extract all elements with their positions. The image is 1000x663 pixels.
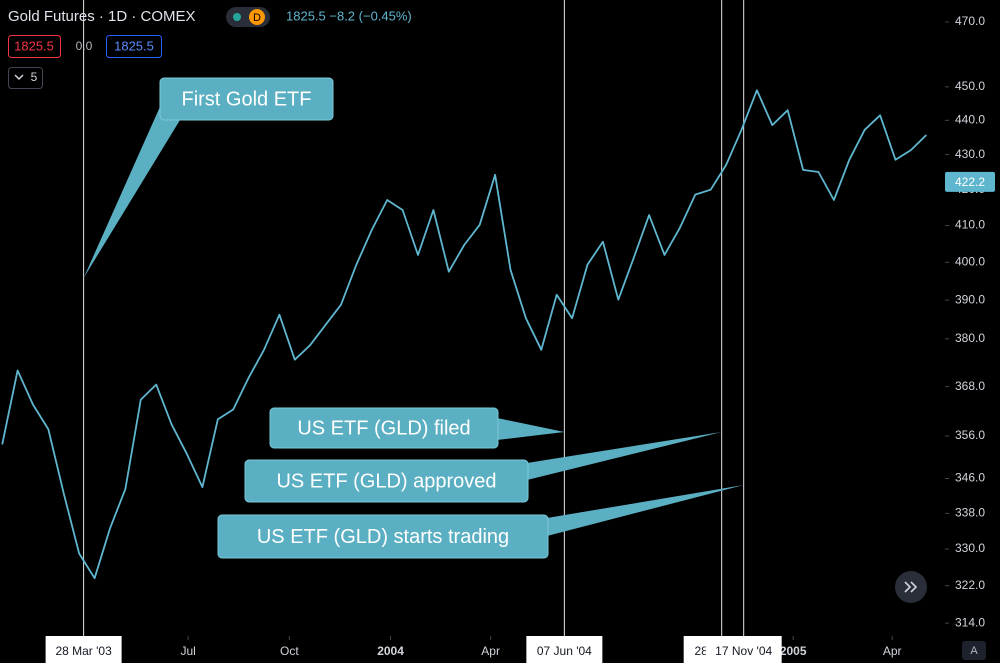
badge-text: D (253, 12, 261, 24)
callout-box (159, 77, 334, 121)
indicators-toggle[interactable] (8, 67, 43, 89)
callout-pointer (527, 432, 722, 480)
y-tick-label: 338.0 (955, 506, 985, 520)
y-tick-label: 390.0 (955, 292, 985, 306)
price-line (1, 89, 927, 580)
event-date-label: 07 Jun '04 (537, 644, 592, 658)
y-tick-label: 430.0 (955, 147, 985, 161)
event-date-label: 28 Mar '03 (55, 644, 112, 658)
callout-text: First Gold ETF (181, 88, 311, 110)
x-tick-label: Jul (180, 644, 195, 658)
y-tick-label: 380.0 (955, 331, 985, 345)
x-tick-label: 2005 (780, 644, 807, 658)
callout-box (217, 514, 549, 559)
x-tick-label: Apr (883, 644, 902, 658)
callout-text: US ETF (GLD) filed (297, 417, 470, 439)
symbol-title: Gold Futures · 1D · COMEX (8, 8, 196, 25)
x-tick-label: Apr (481, 644, 500, 658)
event-date-box (705, 636, 782, 663)
y-tick-label: 400.0 (955, 255, 985, 269)
y-tick-label: 450.0 (955, 79, 985, 93)
buy-box[interactable] (106, 35, 162, 58)
auto-scale-label[interactable]: A (970, 645, 978, 657)
delay-badge (249, 9, 265, 25)
buy-price[interactable]: 1825.5 (114, 38, 154, 53)
callout-pointer (547, 485, 744, 536)
last-price-label: 422.2 (955, 175, 985, 189)
callout-box (269, 407, 499, 449)
y-tick-label: 410.0 (955, 218, 985, 232)
last-price-tag (945, 171, 995, 192)
spread: 0.0 (76, 39, 93, 53)
x-tick-label: 2004 (377, 644, 404, 658)
indicator-count[interactable]: 5 (31, 70, 38, 84)
chevron-icon (14, 74, 24, 81)
event-date-box (526, 636, 603, 663)
y-tick-label: 314.0 (955, 615, 985, 629)
market-status-dot (233, 13, 241, 21)
y-tick-label: 356.0 (955, 428, 985, 442)
callout-text: US ETF (GLD) starts trading (257, 526, 509, 548)
auto-scale-button[interactable] (962, 641, 986, 660)
x-tick-label: Oct (280, 644, 299, 658)
y-tick-label: 368.0 (955, 379, 985, 393)
sell-price[interactable]: 1825.5 (14, 38, 54, 53)
callout-pointer (83, 100, 180, 278)
y-tick-label: 470.0 (955, 14, 985, 28)
double-chevron-icon (904, 581, 918, 593)
event-date-box (45, 636, 122, 663)
y-tick-label: 440.0 (955, 113, 985, 127)
callout-pointer (497, 418, 565, 440)
callout-text: US ETF (GLD) approved (276, 470, 496, 492)
callout-box (244, 459, 529, 503)
y-tick-label: 330.0 (955, 541, 985, 555)
quote: 1825.5 −8.2 (−0.45%) (286, 8, 412, 23)
y-tick-label: 346.0 (955, 471, 985, 485)
event-date-label: 17 Nov '04 (715, 644, 772, 658)
y-tick-label: 322.0 (955, 578, 985, 592)
sell-box[interactable] (8, 35, 61, 58)
